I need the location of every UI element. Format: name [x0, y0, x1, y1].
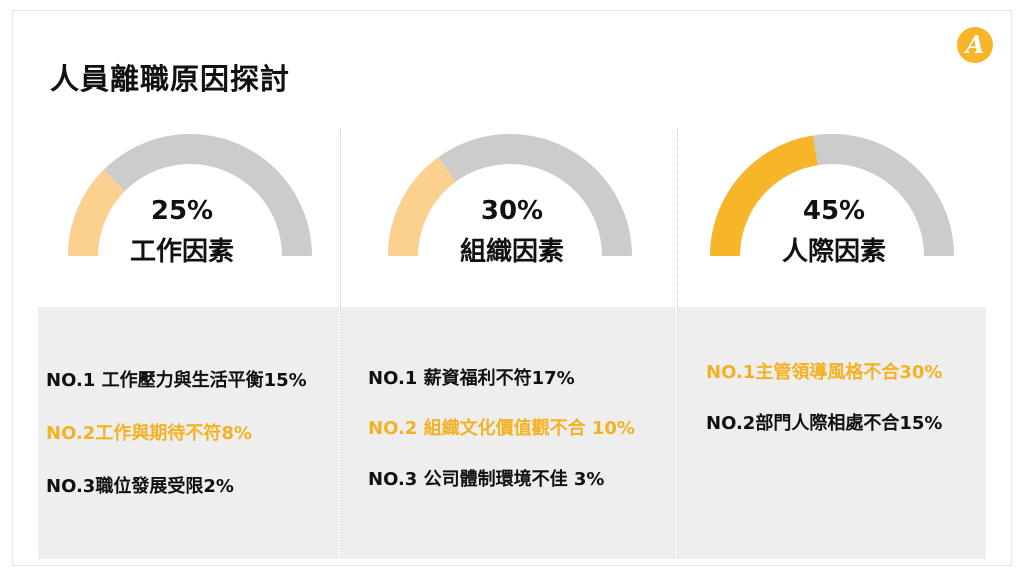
detail-panel [678, 307, 986, 559]
reason-item: NO.1 薪資福利不符17% [368, 368, 575, 389]
detail-panel [38, 307, 339, 559]
reason-item: NO.1 工作壓力與生活平衡15% [46, 370, 307, 391]
reason-item: NO.3職位發展受限2% [46, 476, 234, 497]
logo-icon: A [957, 27, 993, 63]
gauge-fill [68, 169, 126, 257]
reason-item: NO.1主管領導風格不合30% [706, 362, 943, 383]
reason-item: NO.3 公司體制環境不佳 3% [368, 469, 605, 490]
gauge-category-label: 組織因素 [459, 237, 564, 267]
gauge-fill [388, 157, 457, 257]
reason-item: NO.2工作與期待不符8% [46, 423, 252, 444]
reason-item: NO.2 組織文化價值觀不合 10% [368, 418, 635, 439]
column-divider [677, 128, 678, 558]
detail-panel [341, 307, 676, 559]
gauge-percent-label: 30% [480, 196, 544, 226]
gauge-category-label: 人際因素 [781, 237, 886, 267]
page-title: 人員離職原因探討 [50, 62, 291, 96]
gauge-chart-interpersonal [710, 134, 954, 257]
gauge-chart-organization [388, 134, 632, 257]
gauge-fill [710, 135, 819, 257]
reason-item: NO.2部門人際相處不合15% [706, 413, 943, 434]
gauge-chart-work [68, 134, 312, 257]
column-divider [340, 128, 341, 558]
gauge-percent-label: 45% [802, 196, 866, 226]
gauge-percent-label: 25% [150, 196, 214, 226]
gauge-category-label: 工作因素 [129, 237, 234, 267]
logo-letter: A [964, 30, 985, 59]
